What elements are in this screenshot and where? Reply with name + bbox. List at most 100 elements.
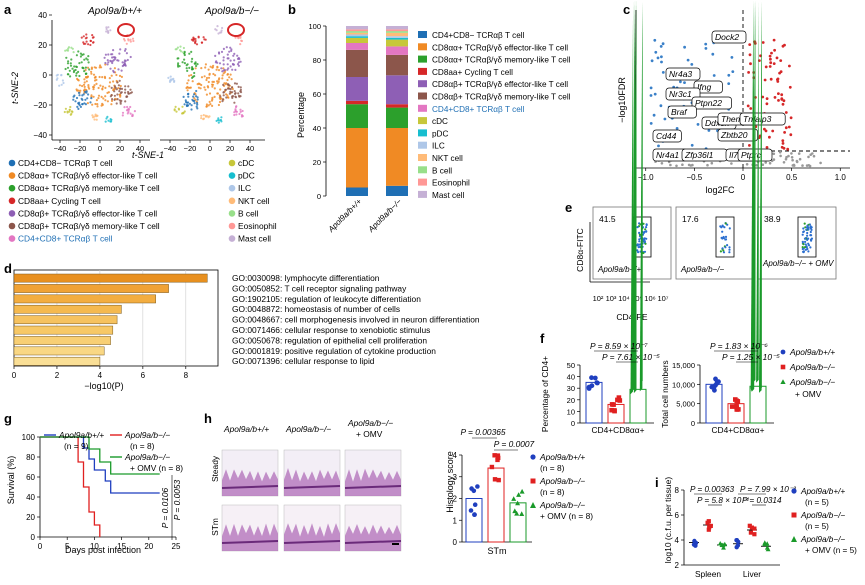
stacked-legend-label: CD8αβ+ TCRαβ/γδ memory-like T cell	[432, 93, 571, 102]
tsne-point	[196, 103, 199, 106]
f-pvalue: P = 1.83 × 10⁻⁶	[710, 341, 768, 351]
f-ytick-label: 10	[567, 407, 575, 416]
go-term-label: GO:0030098: lymphocyte differentiation	[232, 273, 380, 283]
stacked-legend-label: Mast cell	[432, 191, 464, 200]
go-bar	[13, 346, 105, 356]
tsne-point	[190, 74, 193, 77]
stacked-ytick-label: 100	[308, 22, 321, 31]
hist-dot	[516, 492, 522, 497]
panel-f: f 0 10 20 30 40 50 CD4+CD8αα+ Percentage of CD4…	[540, 0, 835, 435]
volcano-point-ns	[764, 161, 767, 164]
f-xlabel: CD4+CD8αα+	[592, 425, 645, 435]
go-xtick-label: 6	[141, 371, 146, 380]
tsne-point	[83, 85, 86, 88]
volcano-point-down	[690, 143, 694, 147]
flow-event	[645, 226, 648, 229]
volcano-point-up	[784, 126, 788, 130]
volcano-point-up	[769, 61, 773, 65]
histology-muscle	[283, 540, 341, 544]
flow-event	[724, 235, 728, 238]
tsne-point	[217, 103, 220, 107]
survival-ytick-label: 20	[26, 513, 35, 522]
tsne-point	[216, 82, 219, 85]
cfu-plot: 2 4 6 8 Spleen Liver P = 0.00363 P = 5.8 × 10⁻⁴…	[675, 485, 797, 579]
cfu-ytick-label: 2	[675, 561, 680, 570]
tsne-point	[239, 36, 242, 39]
tsne-point	[127, 85, 130, 88]
volcano-point-up	[784, 111, 788, 114]
flow-event	[803, 237, 807, 240]
tsne-point	[200, 76, 204, 79]
tsne-point	[104, 61, 107, 65]
tsne-point	[83, 81, 86, 84]
dot-marker	[586, 386, 592, 391]
tsne-point	[191, 98, 194, 101]
tsne-point	[113, 67, 116, 70]
h-legend-n: (n = 8)	[540, 487, 565, 497]
stacked-legend-swatch	[418, 104, 427, 112]
tsne-point	[108, 81, 112, 84]
tsne-point	[75, 88, 78, 91]
tsne-point	[182, 95, 185, 98]
flow-event	[801, 233, 804, 236]
tsne-point	[103, 56, 106, 59]
histology-col-title: Apol9a/b−/−	[347, 418, 393, 428]
survival-ytick-label: 40	[26, 493, 35, 502]
tsne-legend: CD4+CD8− TCRαβ T cell CD8αα+ TCRαβ/γδ eff…	[8, 158, 277, 244]
tsne-point	[92, 95, 95, 98]
tsne-point	[227, 83, 230, 86]
tsne-point	[87, 61, 90, 64]
volcano-gene-label: Ptpn22	[695, 98, 722, 108]
tsne-point	[116, 81, 119, 84]
tsne-point	[174, 105, 177, 108]
tsne-point	[239, 43, 242, 46]
histology-xlabel: STm	[488, 546, 507, 556]
tsne-point	[233, 52, 236, 56]
stacked-segment	[386, 39, 408, 47]
tsne-xtick-label: 0	[98, 144, 102, 153]
tsne-point	[117, 68, 120, 71]
stacked-segment	[386, 26, 408, 30]
tsne-point	[191, 76, 194, 79]
tsne-point	[233, 82, 237, 85]
flow-event	[638, 233, 642, 236]
tsne-point	[186, 89, 189, 92]
volcano-point-ns	[669, 163, 672, 167]
f-ytick-label: 5,000	[676, 400, 695, 409]
flow-gate-percent: 17.6	[682, 214, 699, 224]
tsne-point	[90, 66, 93, 69]
tsne-point	[82, 35, 85, 38]
stacked-legend-label: ILC	[432, 142, 445, 151]
panel-label-g: g	[4, 411, 12, 426]
volcano-point-down	[727, 73, 731, 77]
hist-dot	[489, 464, 495, 470]
tsne-point	[230, 49, 233, 53]
f-ytick-label: 20	[567, 396, 575, 405]
flow-event	[721, 224, 724, 227]
f-ytick-label: 40	[567, 373, 575, 382]
flow-event	[645, 230, 648, 233]
volcano-point-up	[749, 107, 753, 110]
tsne-point	[60, 83, 63, 86]
histology-images: Apol9a/b+/+ Apol9a/b−/−Apol9a/b−/−+ OMVSt…	[210, 418, 402, 552]
tsne-point	[214, 54, 217, 58]
cfu-dot	[692, 538, 697, 544]
go-term-label: GO:0071396: cellular response to lipid	[232, 356, 375, 366]
tsne-point	[234, 92, 237, 95]
survival-ytick-label: 60	[26, 473, 35, 482]
tsne-point	[131, 114, 134, 118]
tsne-point	[102, 97, 105, 100]
tsne-point	[204, 88, 207, 91]
dot-marker	[612, 408, 617, 414]
tsne-point	[200, 67, 203, 70]
tsne-point	[173, 109, 176, 112]
tsne-point	[233, 113, 236, 117]
volcano-gene-box	[717, 128, 758, 142]
dot-marker	[611, 402, 616, 407]
tsne-point	[183, 58, 186, 61]
tsne-point	[124, 85, 127, 88]
survival-ytick-label: 80	[26, 453, 35, 462]
volcano-point-up	[783, 131, 786, 134]
tsne-point	[132, 39, 135, 43]
